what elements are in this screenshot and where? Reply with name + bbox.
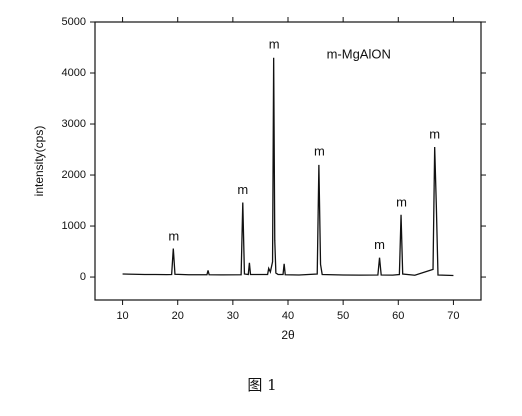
y-axis-title: intensity(cps): [32, 126, 46, 197]
y-tick-label: 2000: [62, 169, 86, 181]
annotation: m: [168, 229, 179, 244]
annotation: m: [314, 144, 325, 159]
x-tick-label: 50: [337, 310, 349, 322]
xrd-line: [122, 57, 454, 277]
annotation: m-MgAlON: [327, 47, 391, 62]
y-tick-label: 4000: [62, 67, 86, 79]
x-tick-label: 60: [392, 310, 404, 322]
annotation: m: [396, 195, 407, 210]
y-tick-label: 3000: [62, 118, 86, 130]
x-tick-label: 70: [447, 310, 459, 322]
annotation: m: [269, 36, 280, 51]
y-tick-label: 1000: [62, 220, 86, 232]
x-tick-label: 10: [116, 310, 128, 322]
annotation: m: [429, 127, 440, 142]
x-tick-label: 20: [172, 310, 184, 322]
y-tick-label: 0: [80, 271, 86, 283]
caption: 图 1: [247, 376, 276, 394]
x-axis-title: 2θ: [281, 328, 295, 342]
x-tick-label: 40: [282, 310, 294, 322]
y-tick-label: 5000: [62, 16, 86, 28]
annotation: m: [374, 237, 385, 252]
annotation: m: [237, 182, 248, 197]
x-tick-label: 30: [227, 310, 239, 322]
plot-frame: [94, 21, 482, 301]
